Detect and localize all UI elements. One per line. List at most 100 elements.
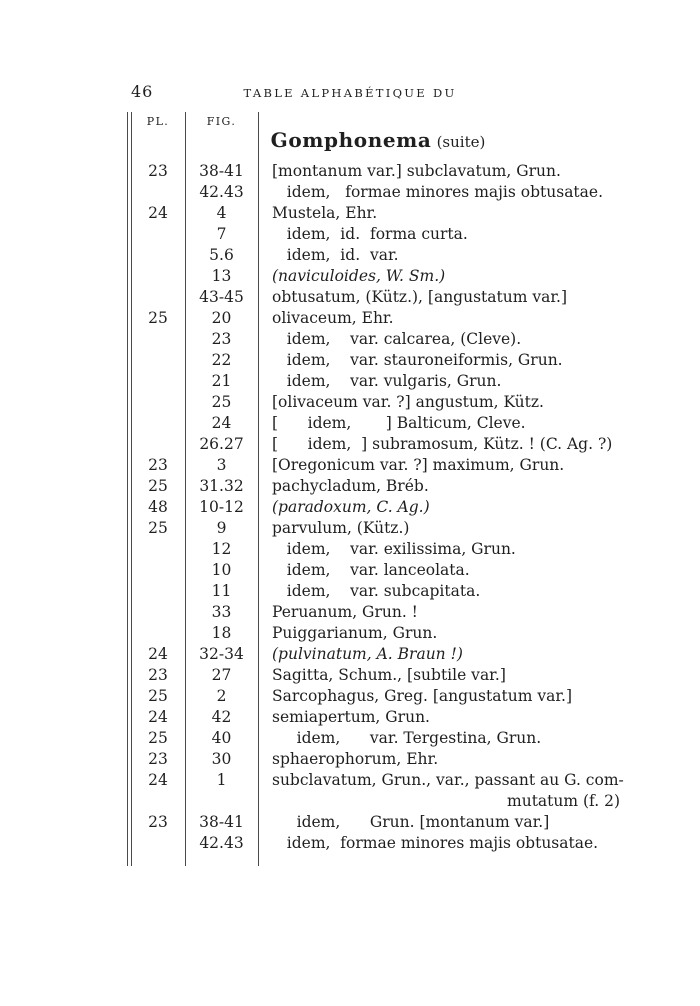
table-row: 48 10-12 (paradoxum, C. Ag.) xyxy=(0,497,700,518)
table-row: 24 42 semiapertum, Grun. xyxy=(0,707,700,728)
figure-number-cell: 38-41 xyxy=(199,813,244,831)
species-name-cell: parvulum, (Kütz.) xyxy=(272,519,410,537)
figure-number-cell: 7 xyxy=(216,225,227,243)
plate-number-cell: 24 xyxy=(148,771,168,789)
species-name-cell: [montanum var.] subclavatum, Grun. xyxy=(272,162,561,180)
plate-number-cell: 23 xyxy=(148,750,168,768)
table-row: 10 idem, var. lanceolata. xyxy=(0,560,700,581)
plate-number-cell: 48 xyxy=(148,498,168,516)
figure-number-cell: 22 xyxy=(211,351,232,369)
section-title: Gomphonema (suite) xyxy=(258,128,498,152)
species-name-cell: idem, var. vulgaris, Grun. xyxy=(272,372,502,390)
species-name-cell: idem, formae minores majis obtusatae. xyxy=(272,834,599,852)
table-row: 33 Peruanum, Grun. ! xyxy=(0,602,700,623)
figure-number-cell: 2 xyxy=(216,687,227,705)
table-row: 18 Puiggarianum, Grun. xyxy=(0,623,700,644)
plate-number-cell: 23 xyxy=(148,456,168,474)
table-row: 24 [ idem, ] Balticum, Cleve. xyxy=(0,413,700,434)
figure-number-cell: 5.6 xyxy=(209,246,234,264)
species-name-cell: Mustela, Ehr. xyxy=(272,204,378,222)
table-row: 23 38-41 idem, Grun. [montanum var.] xyxy=(0,812,700,833)
figure-number-cell: 11 xyxy=(211,582,232,600)
table-row: 25 31.32 pachycladum, Bréb. xyxy=(0,476,700,497)
table-row: 22 idem, var. stauroneiformis, Grun. xyxy=(0,350,700,371)
species-name-cell: olivaceum, Ehr. xyxy=(272,309,394,327)
species-name-cell: (naviculoides, W. Sm.) xyxy=(272,267,446,285)
table-row: 24 32-34 (pulvinatum, A. Braun !) xyxy=(0,644,700,665)
species-name-cell: pachycladum, Bréb. xyxy=(272,477,429,495)
table-row: 24 1 subclavatum, Grun., var., passant a… xyxy=(0,770,700,791)
table-row: 42.43 idem, formae minores majis obtusat… xyxy=(0,182,700,203)
plate-number-cell: 25 xyxy=(148,687,168,705)
species-name-cell: obtusatum, (Kütz.), [angustatum var.] xyxy=(272,288,568,306)
figure-number-cell: 42.43 xyxy=(199,834,244,852)
species-name-cell: idem, id. forma curta. xyxy=(272,225,468,243)
figure-number-cell: 3 xyxy=(216,456,227,474)
figure-number-cell: 43-45 xyxy=(199,288,244,306)
species-name-cell: idem, var. Tergestina, Grun. xyxy=(272,729,542,747)
plate-number-cell: 25 xyxy=(148,519,168,537)
figure-number-cell: 42.43 xyxy=(199,183,244,201)
plate-number-cell: 24 xyxy=(148,645,168,663)
species-name-cell: Sarcophagus, Greg. [angustatum var.] xyxy=(272,687,572,705)
table-row: 25 40 idem, var. Tergestina, Grun. xyxy=(0,728,700,749)
table-row: 23 27 Sagitta, Schum., [subtile var.] xyxy=(0,665,700,686)
table-row: 11 idem, var. subcapitata. xyxy=(0,581,700,602)
species-name-cell: [ idem, ] subramosum, Kütz. ! (C. Ag. ?) xyxy=(272,435,613,453)
page-number: 46 xyxy=(131,82,154,101)
plate-number-cell: 23 xyxy=(148,666,168,684)
species-name-cell: semiapertum, Grun. xyxy=(272,708,430,726)
figure-number-cell: 31.32 xyxy=(199,477,244,495)
species-name-cell: [ idem, ] Balticum, Cleve. xyxy=(272,414,526,432)
figure-number-cell: 27 xyxy=(211,666,232,684)
species-name-cell: idem, id. var. xyxy=(272,246,399,264)
plate-number-cell: 24 xyxy=(148,708,168,726)
table-row: 7 idem, id. forma curta. xyxy=(0,224,700,245)
species-name-cell: subclavatum, Grun., var., passant au G. … xyxy=(272,771,624,789)
species-name-cell: idem, var. calcarea, (Cleve). xyxy=(272,330,522,348)
species-name-cell: (pulvinatum, A. Braun !) xyxy=(272,645,463,663)
table-row: 25 9 parvulum, (Kütz.) xyxy=(0,518,700,539)
table-row: 25 2 Sarcophagus, Greg. [angustatum var.… xyxy=(0,686,700,707)
figure-number-cell: 10 xyxy=(211,561,232,579)
figure-number-cell: 18 xyxy=(211,624,232,642)
species-name-cell: idem, var. exilissima, Grun. xyxy=(272,540,516,558)
species-name-cell: Peruanum, Grun. ! xyxy=(272,603,418,621)
species-name-cell: (paradoxum, C. Ag.) xyxy=(272,498,430,516)
table-row: 23 30 sphaerophorum, Ehr. xyxy=(0,749,700,770)
table-row: mutatum (f. 2) xyxy=(0,791,700,812)
table-row: 13 (naviculoides, W. Sm.) xyxy=(0,266,700,287)
table-row: 23 idem, var. calcarea, (Cleve). xyxy=(0,329,700,350)
plate-number-cell: 25 xyxy=(148,729,168,747)
figure-number-cell: 38-41 xyxy=(199,162,244,180)
table-row: 25 [olivaceum var. ?] angustum, Kütz. xyxy=(0,392,700,413)
figure-number-cell: 9 xyxy=(216,519,227,537)
rule-between-pl-and-fig xyxy=(185,112,186,866)
species-name-cell: mutatum (f. 2) xyxy=(507,792,620,810)
figure-number-cell: 24 xyxy=(211,414,232,432)
table-row: 12 idem, var. exilissima, Grun. xyxy=(0,539,700,560)
figure-number-cell: 10-12 xyxy=(199,498,244,516)
species-name-cell: idem, var. subcapitata. xyxy=(272,582,481,600)
table-row: 24 4 Mustela, Ehr. xyxy=(0,203,700,224)
figure-number-cell: 12 xyxy=(211,540,232,558)
figure-number-cell: 20 xyxy=(211,309,232,327)
table-row: 42.43 idem, formae minores majis obtusat… xyxy=(0,833,700,854)
rule-between-fig-and-text xyxy=(258,112,259,866)
plate-number-cell: 25 xyxy=(148,477,168,495)
plate-number-cell: 23 xyxy=(148,813,168,831)
species-name-cell: idem, var. lanceolata. xyxy=(272,561,470,579)
figure-number-cell: 23 xyxy=(211,330,232,348)
figure-number-cell: 33 xyxy=(211,603,232,621)
species-name-cell: [Oregonicum var. ?] maximum, Grun. xyxy=(272,456,565,474)
figure-number-cell: 40 xyxy=(211,729,232,747)
figure-number-cell: 26.27 xyxy=(199,435,244,453)
table-left-double-rule-outer xyxy=(127,112,128,866)
plate-number-cell: 25 xyxy=(148,309,168,327)
figure-number-cell: 13 xyxy=(211,267,232,285)
genus-title-suffix: (suite) xyxy=(436,133,486,151)
figure-number-cell: 32-34 xyxy=(199,645,244,663)
species-name-cell: Sagitta, Schum., [subtile var.] xyxy=(272,666,506,684)
table-row: 25 20 olivaceum, Ehr. xyxy=(0,308,700,329)
